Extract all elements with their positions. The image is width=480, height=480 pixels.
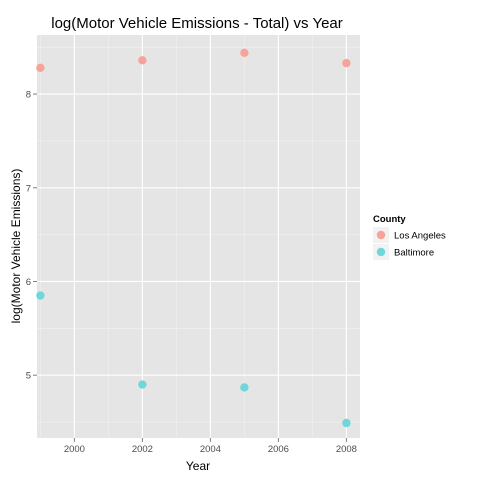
legend-key-point [376,247,386,257]
point-baltimore [240,383,249,392]
y-tick-label: 7 [26,183,31,194]
point-baltimore [342,418,351,428]
x-tick-label: 2008 [336,444,357,455]
chart-title: log(Motor Vehicle Emissions - Total) vs … [51,15,343,32]
x-tick-label: 2000 [64,444,85,455]
legend-label-los-angeles: Los Angeles [394,231,446,242]
legend-key-los-angeles [373,227,389,243]
legend: County Los Angeles Baltimore [373,214,446,260]
plot-panel [37,35,360,438]
x-tick-label: 2006 [268,444,289,455]
x-tick-label: 2002 [132,444,153,455]
axis-ticks: 2000 2002 2004 2006 2008 5 6 7 8 [26,90,357,455]
x-axis-title: Year [186,459,210,473]
y-axis-title: log(Motor Vehicle Emissions) [9,169,23,324]
y-tick-label: 8 [26,90,31,101]
legend-title: County [373,214,406,225]
legend-key-point [376,230,386,240]
y-tick-label: 5 [26,371,31,382]
x-tick-label: 2004 [200,444,221,455]
y-tick-label: 6 [26,277,31,288]
major-gridlines [37,35,360,438]
legend-label-baltimore: Baltimore [394,248,434,259]
data-points [36,48,351,428]
point-los-angeles [138,56,147,65]
point-baltimore [36,291,45,300]
point-los-angeles [342,58,351,68]
minor-gridlines [37,35,360,438]
legend-key-baltimore [373,244,389,260]
point-los-angeles [240,48,249,58]
point-los-angeles [36,63,45,73]
point-baltimore [138,380,147,389]
